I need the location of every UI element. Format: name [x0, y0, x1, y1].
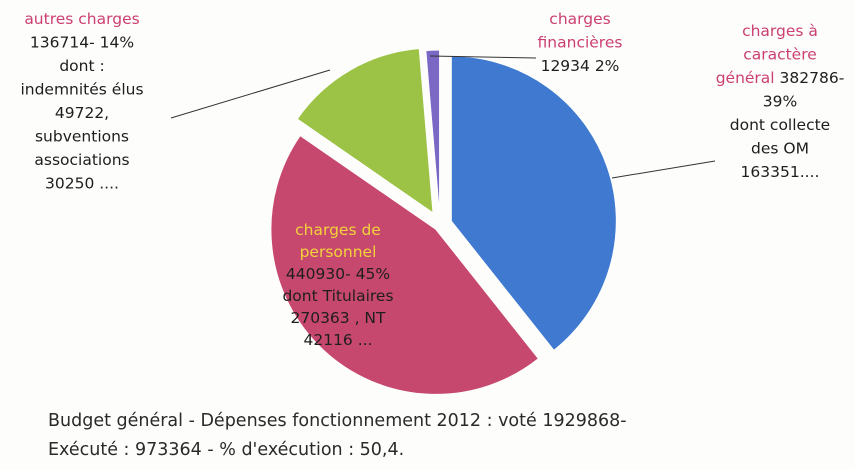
caption-line-1: Budget général - Dépenses fonctionnement…	[48, 411, 627, 431]
label-text: 440930- 45%	[286, 265, 390, 283]
label-text: 270363 , NT	[290, 309, 386, 327]
label-text: personnel	[300, 243, 377, 261]
caption-line-2: Exécuté : 973364 - % d'exécution : 50,4.	[48, 440, 405, 460]
label-text: 30250 ....	[45, 175, 119, 193]
slice-charges-financieres	[425, 49, 441, 216]
label-text: subventions	[35, 128, 129, 146]
label-text: des OM	[751, 140, 809, 158]
label-charges-financieres: charges financières 12934 2%	[538, 10, 623, 75]
label-text: charges de	[295, 221, 381, 239]
slice-charges-de-personnel	[270, 134, 540, 395]
label-text: dont collecte	[730, 116, 830, 134]
label-autres-charges: autres charges 136714- 14% dont : indemnité…	[20, 10, 143, 193]
label-text: charges à	[742, 22, 818, 40]
label-text: général	[716, 69, 775, 87]
label-charges-de-personnel: charges de personnel 440930- 45% dont Titul…	[282, 221, 393, 349]
slice-charges-a-caractere-general	[450, 55, 617, 352]
leader-general	[611, 160, 716, 179]
label-text: caractère	[743, 46, 817, 64]
pie-slices	[270, 47, 617, 395]
label-text: 382786-	[775, 69, 845, 87]
label-text: indemnités élus	[20, 81, 143, 99]
slice-labels: charges à caractère général 382786- 39% dont…	[20, 10, 844, 349]
label-text: 42116 ...	[303, 331, 372, 349]
label-text: associations	[34, 151, 129, 169]
label-text: autres charges	[24, 10, 139, 28]
label-text: dont :	[59, 57, 104, 75]
leader-lines	[170, 55, 716, 179]
slice-autres-charges	[296, 47, 434, 214]
label-text: 136714- 14%	[30, 34, 134, 52]
label-text: 163351....	[741, 163, 820, 181]
label-text: dont Titulaires	[282, 287, 393, 305]
label-text: 39%	[763, 93, 797, 111]
leader-financieres	[429, 55, 537, 59]
label-charges-a-caractere-general: charges à caractère général 382786- 39% dont…	[716, 22, 845, 181]
label-text: 49722,	[55, 104, 109, 122]
label-text: charges	[549, 10, 610, 28]
label-text: 12934 2%	[541, 57, 620, 75]
label-text: financières	[538, 34, 623, 52]
leader-autres	[170, 69, 331, 119]
